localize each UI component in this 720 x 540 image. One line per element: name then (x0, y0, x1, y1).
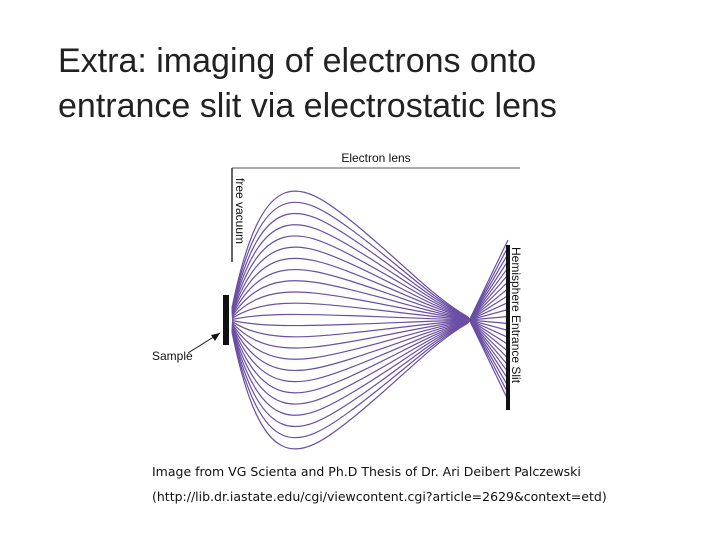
title-line: Extra: imaging of electrons onto (58, 42, 536, 80)
arrow-head (211, 333, 220, 341)
slit-label: Hemisphere Entrance Slit (509, 247, 523, 384)
trajectory (231, 246, 509, 439)
trajectory (231, 274, 509, 394)
sample-label: Sample (152, 349, 193, 363)
trajectory (231, 313, 509, 325)
trajectory (231, 246, 509, 366)
trajectory (231, 295, 509, 360)
trajectory (231, 281, 509, 383)
trajectory (231, 315, 509, 327)
electron-trajectories (231, 190, 509, 450)
trajectory (231, 257, 509, 359)
title-line: entrance slit via electrostatic lens (58, 87, 557, 125)
sample (223, 295, 229, 345)
lens-label: Electron lens (341, 151, 410, 165)
trajectory (231, 288, 509, 372)
trajectory (231, 224, 509, 380)
vacuum-label: free vacuum (233, 178, 247, 244)
trajectory (231, 280, 509, 345)
trajectory (231, 239, 509, 450)
trajectory (231, 190, 509, 401)
trajectory (231, 235, 509, 373)
caption-line: (http://lib.dr.iastate.edu/cgi/viewconte… (152, 489, 607, 504)
trajectory (231, 302, 509, 332)
trajectory (231, 260, 509, 416)
entrance-slit (506, 245, 510, 410)
trajectory (231, 267, 509, 405)
trajectory (231, 302, 509, 349)
trajectory (231, 268, 509, 352)
trajectory (231, 253, 509, 427)
trajectory (231, 213, 509, 387)
trajectory (231, 201, 509, 394)
trajectory (231, 308, 509, 338)
diagram: Electron lens free vacuum Hemisphere Ent… (152, 151, 523, 450)
caption-line: Image from VG Scienta and Ph.D Thesis of… (152, 464, 581, 479)
trajectory (231, 291, 509, 338)
